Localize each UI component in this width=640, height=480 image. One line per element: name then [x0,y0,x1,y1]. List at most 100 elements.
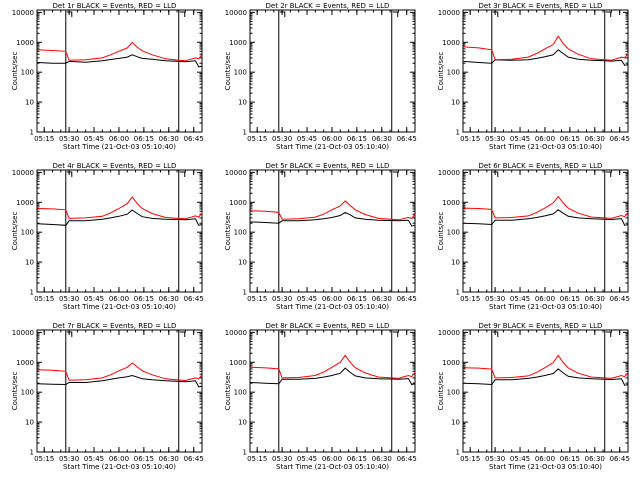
time-marker-flag [179,331,186,337]
x-tick-label: 05:30 [485,295,505,303]
y-tick-label: 10000 [12,9,34,17]
series-lld-line [250,200,416,221]
x-tick-label: 06:00 [535,455,555,463]
y-axis-label: Counts/sec [11,372,19,411]
plot-frame [462,9,629,133]
chart-panel-1: Det 1r BLACK = Events, RED = LLD 1 10 100 10… [11,2,204,151]
series-events-line [250,367,416,386]
y-tick-label: 100 [447,389,460,397]
x-tick-label: 05:30 [272,455,292,463]
y-tick-label: 10000 [225,169,247,177]
x-tick-label: 06:45 [610,135,630,143]
y-tick-label: 10 [25,99,34,107]
y-tick-label: 10 [238,419,247,427]
y-tick-label: 10000 [12,329,34,337]
plot-frame [462,169,629,293]
x-tick-label: 06:15 [560,295,580,303]
plot-frame [249,169,416,293]
y-tick-label: 100 [234,69,247,77]
x-axis-label: Start Time (21-Oct-03 05:10:40) [276,463,389,471]
y-tick-label: 1 [243,129,247,137]
time-marker-flag [605,11,612,17]
y-tick-label: 10 [451,259,460,267]
x-axis-label: Start Time (21-Oct-03 05:10:40) [63,143,176,151]
x-tick-label: 06:30 [585,455,605,463]
plot-frame [36,169,203,293]
y-tick-label: 10000 [12,169,34,177]
chart-panel-9: Det 9r BLACK = Events, RED = LLD 1 10 100 10… [437,322,630,471]
x-tick-label: 06:15 [134,455,154,463]
x-tick-label: 05:30 [272,295,292,303]
x-tick-label: 05:45 [297,295,317,303]
y-tick-label: 1 [30,129,34,137]
series-lld-line [463,354,629,379]
x-tick-label: 05:15 [34,295,54,303]
x-tick-label: 06:15 [560,455,580,463]
x-tick-label: 05:45 [84,295,104,303]
x-axis-label: Start Time (21-Oct-03 05:10:40) [276,143,389,151]
chart-title: Det 9r BLACK = Events, RED = LLD [479,322,603,330]
y-tick-label: 1000 [229,39,247,47]
y-tick-label: 10 [451,419,460,427]
x-tick-label: 06:15 [347,135,367,143]
x-tick-label: 06:45 [397,135,417,143]
x-tick-label: 05:45 [84,135,104,143]
x-tick-label: 06:00 [322,135,342,143]
y-tick-label: 100 [21,389,34,397]
series-lld-line [37,41,203,62]
y-tick-label: 1000 [442,39,460,47]
y-tick-label: 1000 [16,359,34,367]
x-tick-label: 06:30 [159,455,179,463]
x-tick-label: 06:30 [159,135,179,143]
x-tick-label: 06:45 [184,455,204,463]
series-lld-line [463,35,629,61]
x-tick-label: 05:15 [460,295,480,303]
y-tick-label: 1000 [442,359,460,367]
x-axis-label: Start Time (21-Oct-03 05:10:40) [276,303,389,311]
series-events-line [37,209,203,226]
time-marker-flag [492,11,499,17]
x-tick-label: 06:30 [585,135,605,143]
x-tick-label: 06:30 [372,295,392,303]
time-marker-flag [492,331,499,337]
time-marker-flag [392,11,399,17]
time-marker-flag [66,331,73,337]
y-tick-label: 1 [456,129,460,137]
x-tick-label: 06:15 [560,135,580,143]
y-tick-label: 100 [21,69,34,77]
x-tick-label: 05:15 [247,295,267,303]
series-events-line [37,54,203,68]
x-tick-label: 06:45 [184,295,204,303]
time-marker-flag [66,171,73,177]
series-lld-line [463,195,629,219]
x-tick-label: 05:15 [460,135,480,143]
chart-panel-2: Det 2r BLACK = Events, RED = LLD 1 10 100 10… [224,2,417,151]
x-tick-label: 06:00 [322,455,342,463]
chart-panel-8: Det 8r BLACK = Events, RED = LLD 1 10 100 10… [224,322,417,471]
series-events-line [37,374,203,388]
x-tick-label: 06:00 [109,135,129,143]
y-tick-label: 100 [21,229,34,237]
y-tick-label: 100 [234,229,247,237]
y-tick-label: 1 [30,449,34,457]
y-tick-label: 10 [25,419,34,427]
y-axis-label: Counts/sec [11,52,19,91]
chart-title: Det 1r BLACK = Events, RED = LLD [53,2,177,10]
chart-panel-4: Det 4r BLACK = Events, RED = LLD 1 10 100 10… [11,162,204,311]
series-events-line [250,211,416,227]
y-tick-label: 10000 [438,9,460,17]
x-tick-label: 05:30 [59,295,79,303]
y-axis-label: Counts/sec [11,212,19,251]
time-marker-flag [179,171,186,177]
time-marker-flag [605,171,612,177]
y-axis-label: Counts/sec [437,212,445,251]
time-marker-flag [605,331,612,337]
plot-frame [249,9,416,133]
x-axis-label: Start Time (21-Oct-03 05:10:40) [489,143,602,151]
x-tick-label: 05:45 [510,455,530,463]
chart-title: Det 6r BLACK = Events, RED = LLD [479,162,603,170]
x-tick-label: 06:45 [397,295,417,303]
y-tick-label: 100 [447,69,460,77]
x-tick-label: 06:15 [134,135,154,143]
x-axis-label: Start Time (21-Oct-03 05:10:40) [489,463,602,471]
